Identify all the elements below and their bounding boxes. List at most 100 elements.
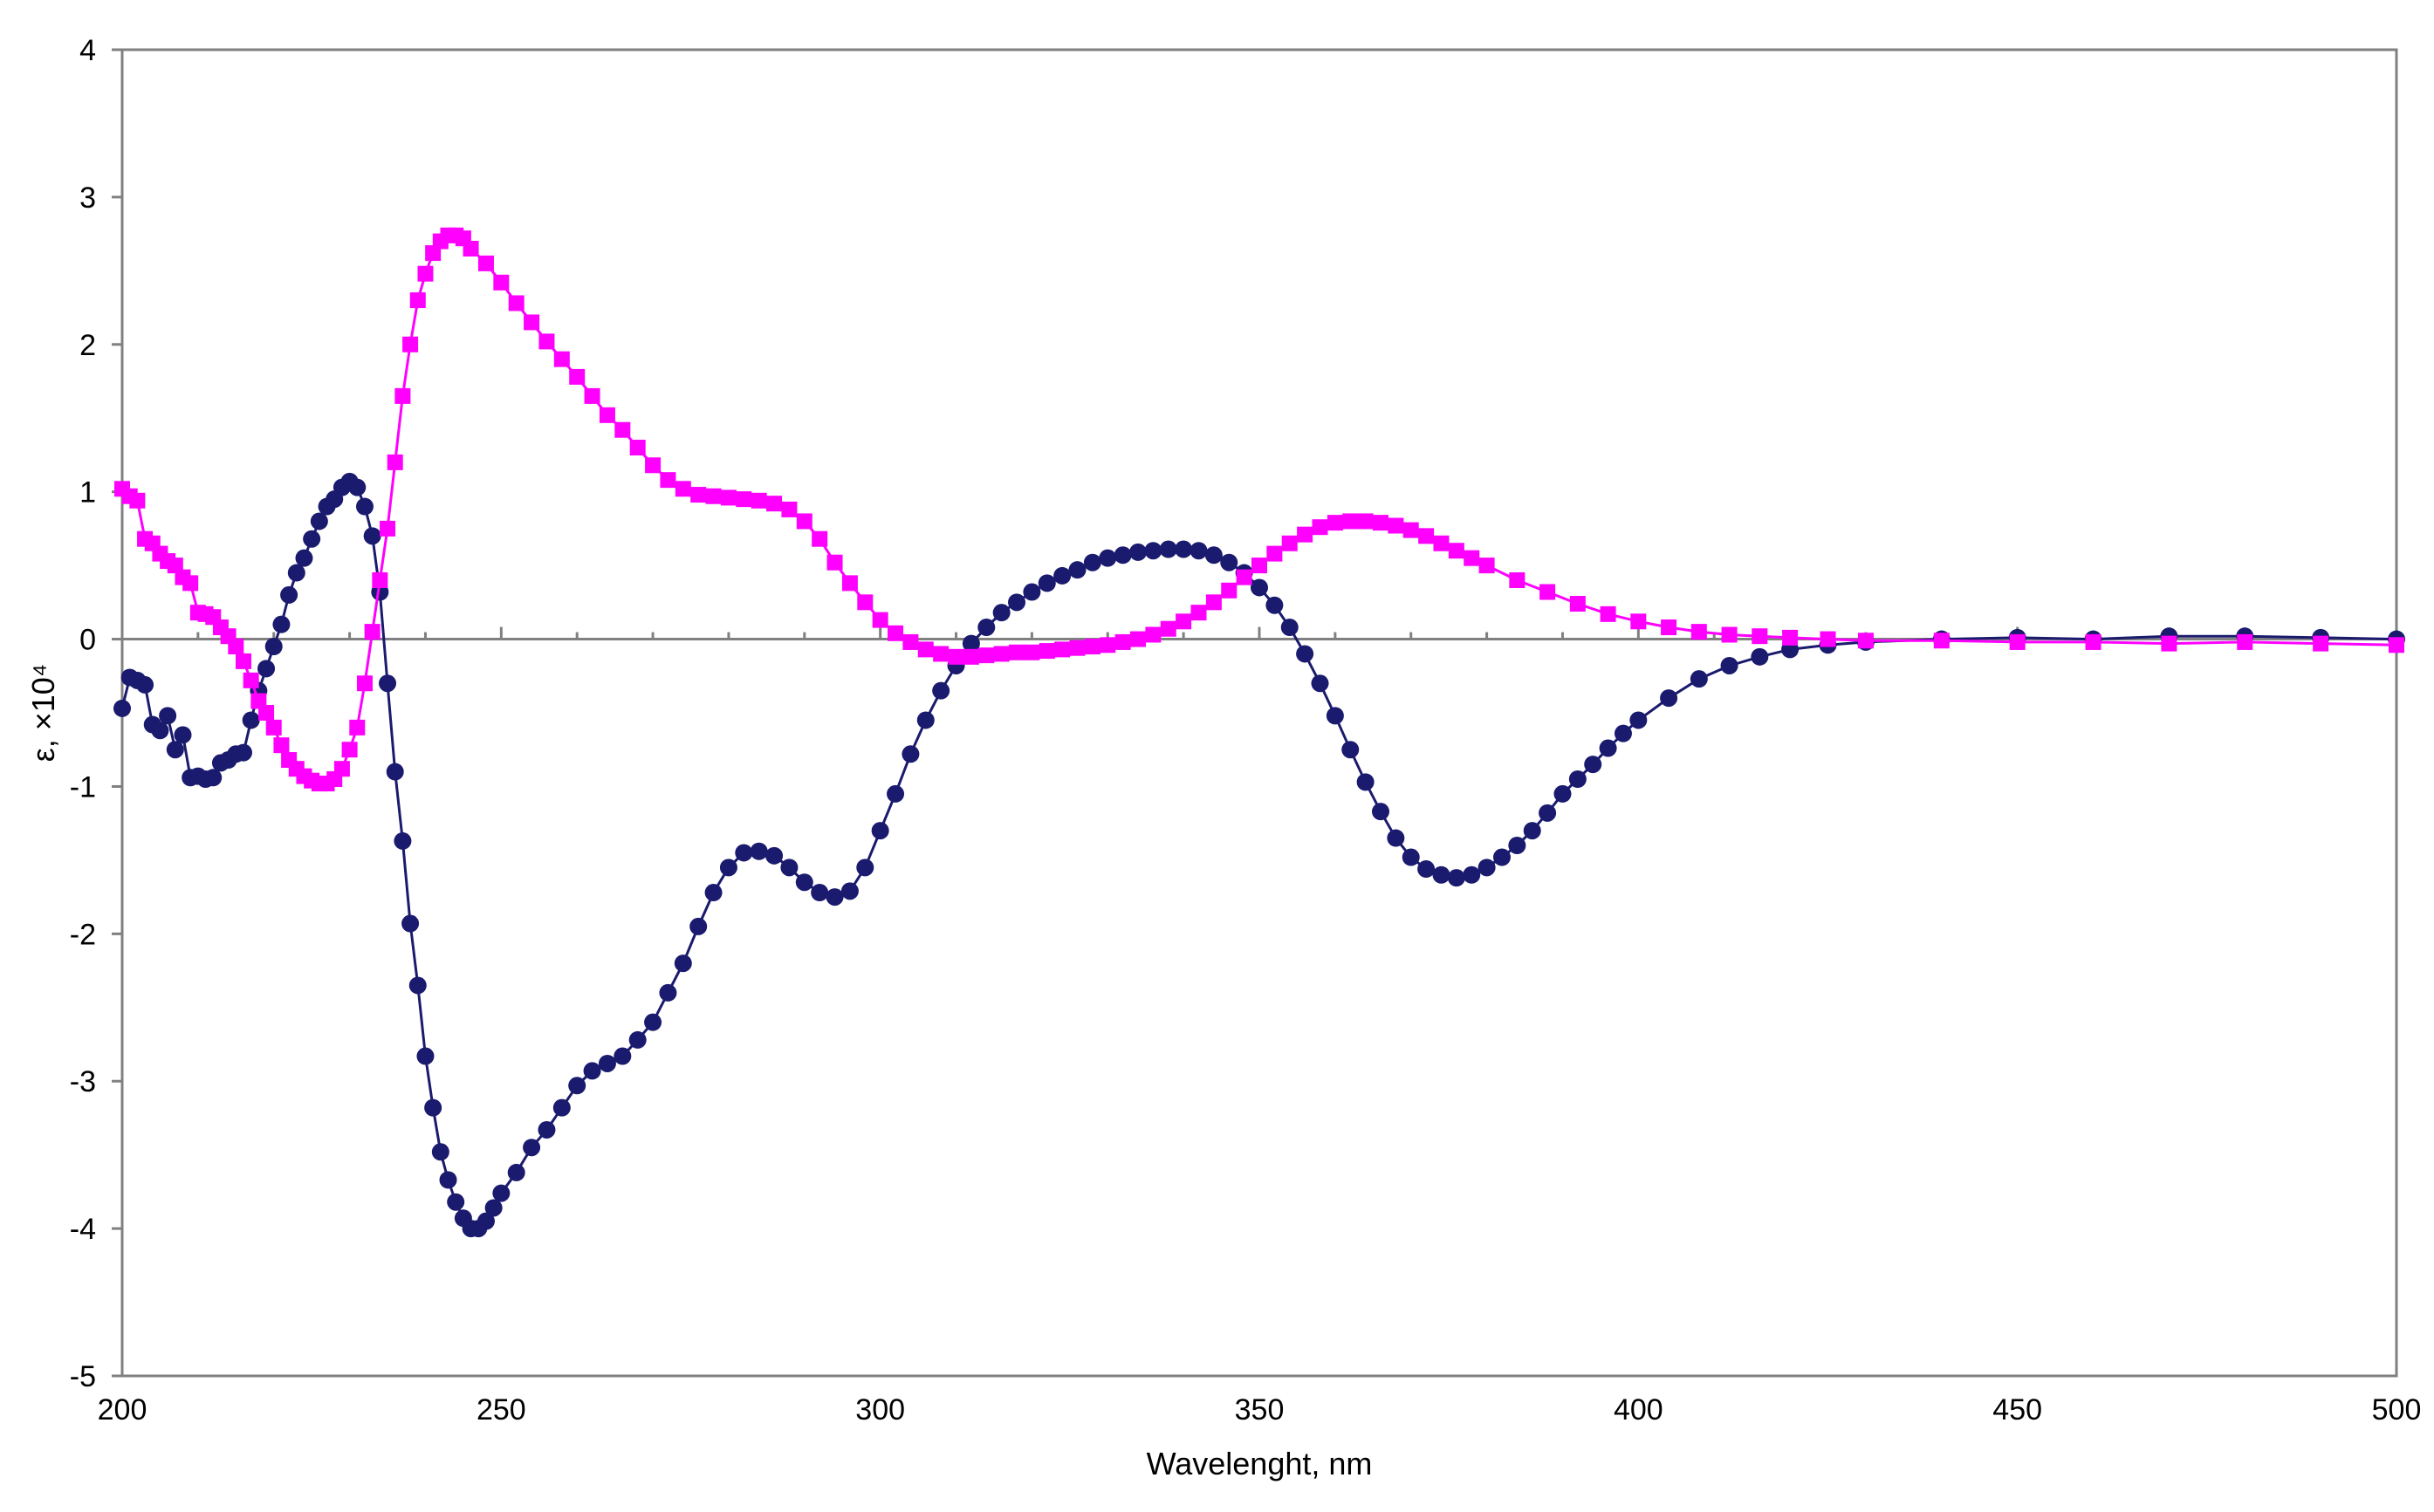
data-point — [2009, 633, 2026, 650]
series-2 — [114, 227, 2404, 792]
data-point — [812, 530, 828, 547]
data-point — [751, 492, 767, 509]
data-point — [871, 822, 889, 840]
plot-area — [120, 48, 2398, 1378]
data-point — [409, 292, 426, 309]
data-point — [265, 719, 282, 735]
data-point — [1129, 543, 1148, 561]
data-point — [584, 387, 600, 404]
data-point — [1569, 596, 1586, 612]
data-point — [1265, 596, 1284, 614]
data-point — [333, 761, 350, 777]
data-point — [1068, 561, 1087, 579]
data-point — [1190, 542, 1208, 560]
data-point — [431, 1143, 449, 1161]
data-point — [1584, 756, 1602, 774]
data-point — [538, 1120, 556, 1139]
x-tick-label: 300 — [855, 1393, 905, 1426]
data-point — [1341, 741, 1360, 759]
data-point — [295, 549, 313, 567]
data-point — [1130, 631, 1147, 647]
data-point — [386, 763, 404, 781]
data-point — [1751, 647, 1769, 666]
data-point — [379, 674, 397, 693]
data-point — [933, 646, 950, 662]
data-point — [1159, 540, 1177, 558]
x-tick-label: 500 — [2372, 1393, 2422, 1426]
data-point — [841, 575, 858, 592]
data-point — [1114, 546, 1132, 564]
data-point — [2389, 637, 2404, 653]
data-point — [394, 387, 411, 404]
series-1 — [113, 472, 2405, 1238]
data-point — [204, 769, 223, 787]
data-point — [1721, 626, 1738, 643]
data-point — [507, 1163, 525, 1181]
data-point — [2085, 633, 2101, 650]
data-point — [1418, 528, 1435, 544]
data-point — [287, 564, 305, 582]
data-point — [1539, 584, 1556, 600]
data-point — [659, 983, 677, 1002]
data-point — [644, 1013, 662, 1031]
data-point — [916, 711, 935, 729]
data-point — [1008, 593, 1026, 612]
data-point — [1600, 605, 1616, 622]
data-point — [1145, 626, 1162, 643]
data-point — [736, 491, 752, 508]
data-point — [1463, 865, 1481, 884]
data-point — [628, 1030, 647, 1049]
x-tick-label: 200 — [98, 1393, 147, 1426]
data-point — [840, 882, 859, 900]
data-point — [645, 457, 662, 474]
data-point — [888, 625, 904, 641]
data-point — [811, 884, 829, 902]
x-tick-label: 350 — [1235, 1393, 1285, 1426]
data-point — [1251, 558, 1267, 574]
data-point — [962, 634, 980, 653]
data-point — [167, 558, 183, 574]
data-point — [242, 711, 260, 729]
data-point — [1053, 566, 1072, 585]
data-point — [477, 1212, 495, 1230]
data-point — [364, 624, 381, 640]
data-point — [1221, 582, 1238, 599]
data-point — [1100, 637, 1116, 653]
data-point — [781, 501, 798, 517]
y-tick-label: -1 — [70, 770, 96, 804]
data-point — [1371, 803, 1389, 821]
data-point — [416, 1047, 435, 1065]
data-point — [977, 619, 996, 637]
data-point — [1114, 633, 1131, 650]
x-tick-label: 450 — [1992, 1393, 2042, 1426]
data-point — [857, 594, 874, 611]
data-point — [614, 1047, 632, 1065]
data-point — [1447, 869, 1465, 887]
data-point — [439, 1171, 457, 1189]
data-point — [2161, 635, 2177, 652]
data-point — [1388, 517, 1404, 534]
data-point — [872, 612, 888, 628]
data-point — [1661, 619, 1677, 636]
data-point — [257, 660, 276, 678]
data-point — [826, 554, 843, 571]
data-point — [463, 241, 479, 257]
data-point — [1251, 578, 1268, 597]
data-point — [1281, 535, 1298, 551]
data-point — [402, 336, 419, 352]
data-point — [348, 478, 367, 496]
data-point — [553, 351, 570, 367]
data-point — [1492, 848, 1511, 866]
data-point — [524, 314, 540, 331]
data-point — [675, 481, 691, 497]
data-point — [917, 641, 934, 658]
data-point — [826, 888, 844, 907]
data-point — [766, 496, 783, 512]
data-point — [1054, 641, 1071, 658]
data-point — [1266, 545, 1283, 562]
data-point — [1629, 711, 1648, 729]
data-point — [1190, 605, 1207, 621]
data-point — [363, 527, 381, 545]
data-point — [1857, 633, 1874, 649]
y-tick-label: 0 — [79, 624, 96, 657]
